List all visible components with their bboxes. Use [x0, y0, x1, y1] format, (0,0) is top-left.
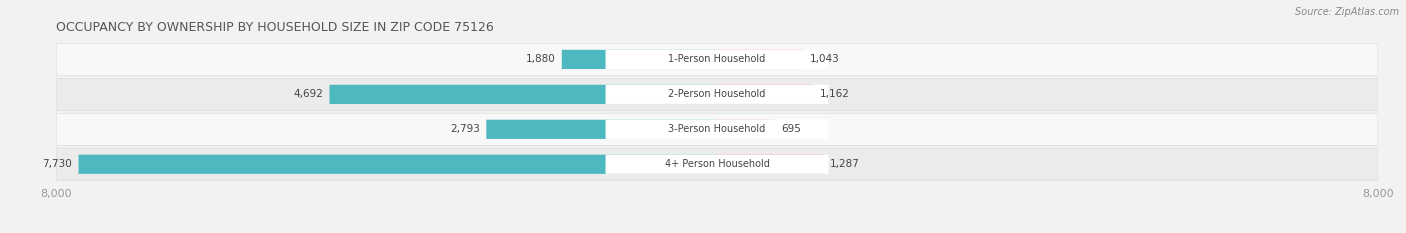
Text: 2,793: 2,793 [450, 124, 479, 134]
Text: 1,287: 1,287 [830, 159, 860, 169]
FancyBboxPatch shape [329, 85, 717, 104]
Text: Source: ZipAtlas.com: Source: ZipAtlas.com [1295, 7, 1399, 17]
FancyBboxPatch shape [717, 120, 775, 139]
FancyBboxPatch shape [606, 85, 828, 104]
Text: 1,880: 1,880 [526, 55, 555, 64]
FancyBboxPatch shape [56, 148, 1378, 180]
FancyBboxPatch shape [56, 78, 1378, 110]
FancyBboxPatch shape [717, 85, 813, 104]
FancyBboxPatch shape [56, 43, 1378, 75]
Text: 4,692: 4,692 [292, 89, 323, 99]
FancyBboxPatch shape [562, 50, 717, 69]
FancyBboxPatch shape [606, 50, 828, 69]
Text: 2-Person Household: 2-Person Household [668, 89, 766, 99]
Text: 1,162: 1,162 [820, 89, 849, 99]
Text: 1,043: 1,043 [810, 55, 839, 64]
FancyBboxPatch shape [717, 50, 803, 69]
Text: 695: 695 [782, 124, 801, 134]
Text: 3-Person Household: 3-Person Household [668, 124, 766, 134]
Text: 7,730: 7,730 [42, 159, 72, 169]
Text: 4+ Person Household: 4+ Person Household [665, 159, 769, 169]
FancyBboxPatch shape [486, 120, 717, 139]
FancyBboxPatch shape [717, 155, 824, 174]
FancyBboxPatch shape [606, 155, 828, 174]
Text: 1-Person Household: 1-Person Household [668, 55, 766, 64]
Text: OCCUPANCY BY OWNERSHIP BY HOUSEHOLD SIZE IN ZIP CODE 75126: OCCUPANCY BY OWNERSHIP BY HOUSEHOLD SIZE… [56, 21, 494, 34]
FancyBboxPatch shape [79, 155, 717, 174]
FancyBboxPatch shape [56, 113, 1378, 145]
FancyBboxPatch shape [606, 120, 828, 139]
